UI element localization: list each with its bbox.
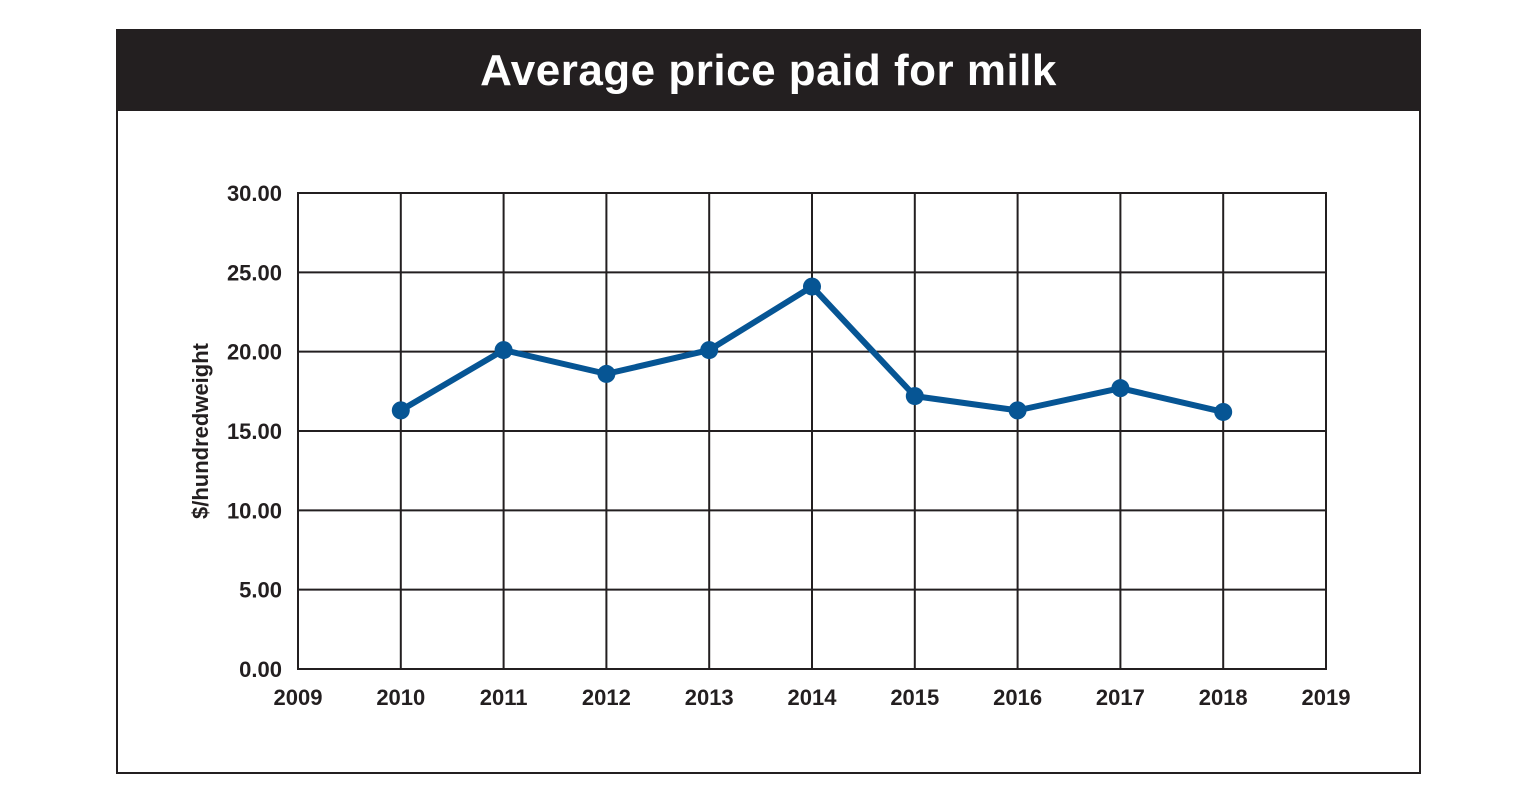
x-axis-ticks: 2009 2010 2011 2012 2013 2014 2015 2016 2017 2018…	[274, 685, 1351, 710]
y-tick-label: 25.00	[227, 260, 282, 285]
chart-title: Average price paid for milk	[118, 31, 1419, 111]
y-tick-label: 0.00	[239, 657, 282, 682]
data-point-2015	[905, 387, 924, 406]
data-point-2018	[1214, 402, 1233, 421]
data-point-2012	[597, 364, 616, 383]
x-tick-label: 2015	[890, 685, 939, 710]
data-point-2014	[803, 277, 821, 296]
x-tick-label: 2016	[993, 685, 1042, 710]
y-tick-label: 15.00	[227, 419, 282, 444]
y-tick-label: 30.00	[227, 181, 282, 206]
data-point-2011	[494, 341, 513, 360]
y-tick-label: 5.00	[239, 578, 282, 603]
x-tick-label: 2017	[1096, 685, 1145, 710]
x-tick-label: 2009	[274, 685, 323, 710]
plot-area-border	[297, 192, 1327, 670]
x-tick-label: 2013	[685, 685, 734, 710]
x-tick-label: 2011	[480, 685, 528, 710]
data-point-2013	[700, 341, 719, 360]
grid-lines	[297, 192, 1327, 670]
x-tick-label: 2018	[1199, 685, 1248, 710]
y-axis-ticks: 0.00 5.00 10.00 15.00 20.00 25.00 30.00	[227, 181, 282, 682]
data-point-2010	[391, 401, 410, 420]
chart-frame: Average price paid for milk	[116, 29, 1421, 774]
data-point-2017	[1111, 379, 1130, 398]
x-tick-label: 2010	[376, 685, 425, 710]
data-point-2016	[1008, 401, 1027, 420]
y-tick-label: 20.00	[227, 340, 282, 365]
data-points	[391, 277, 1233, 421]
y-axis-label: $/hundredweight	[188, 342, 213, 519]
x-tick-label: 2014	[788, 685, 838, 710]
x-tick-label: 2019	[1302, 685, 1351, 710]
y-tick-label: 10.00	[227, 498, 282, 523]
x-tick-label: 2012	[582, 685, 631, 710]
